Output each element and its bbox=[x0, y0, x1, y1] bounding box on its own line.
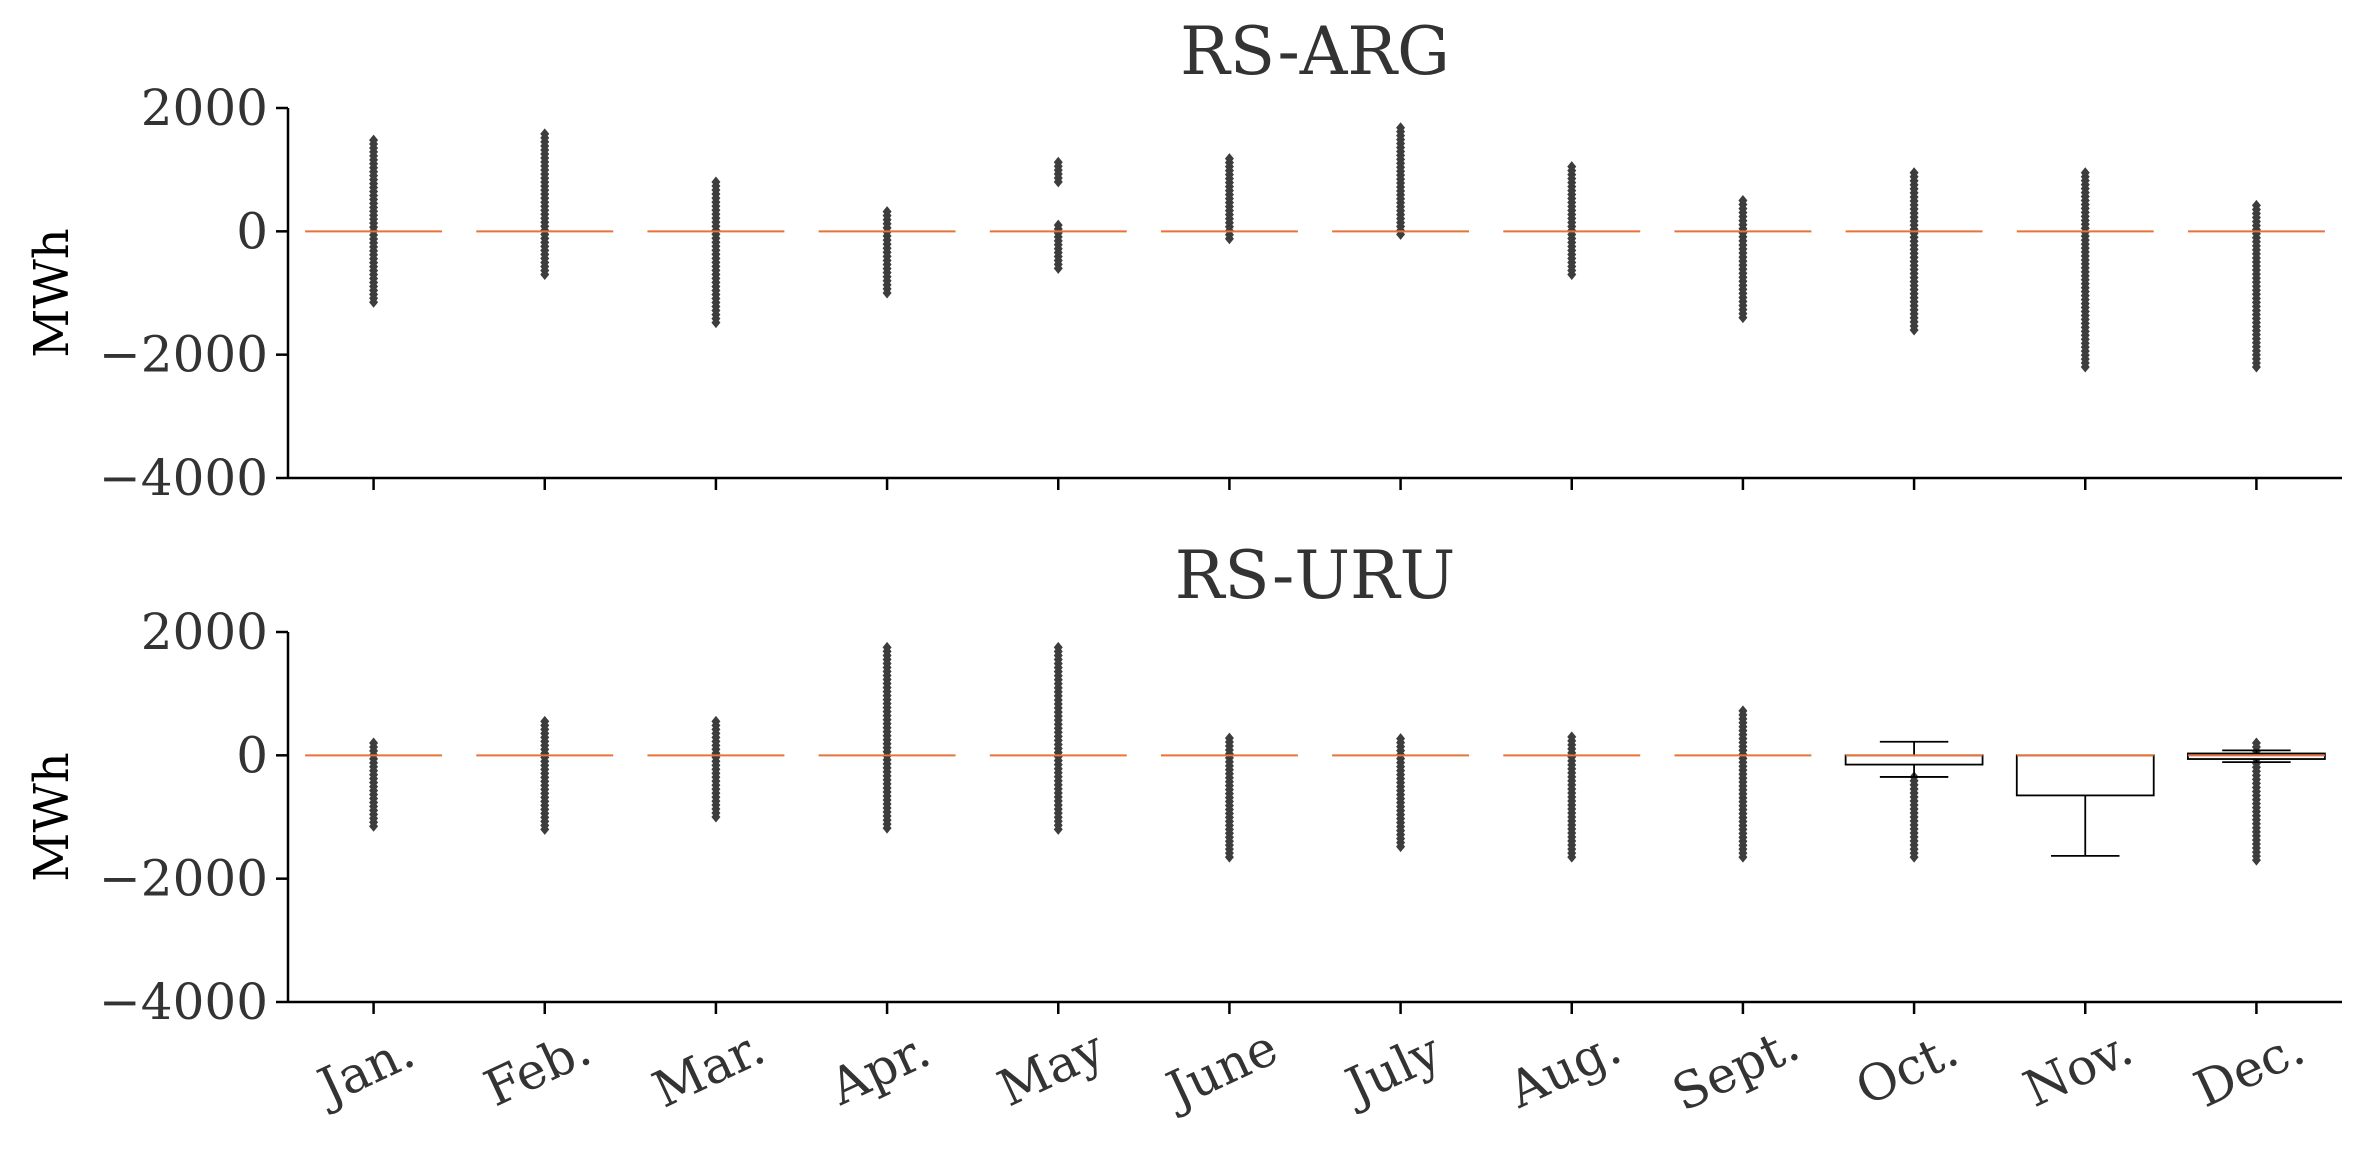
box-nov bbox=[2015, 754, 2155, 857]
y-tick-label: 0 bbox=[236, 726, 268, 784]
y-axis-label: MWh bbox=[24, 228, 80, 357]
box-feb bbox=[476, 128, 614, 280]
box-dec bbox=[2187, 737, 2326, 866]
x-tick-label: Jan. bbox=[305, 1022, 423, 1118]
box-aug bbox=[1503, 161, 1641, 280]
box-dec bbox=[2187, 199, 2325, 373]
box-may bbox=[989, 641, 1127, 835]
y-tick-label: 0 bbox=[236, 202, 268, 260]
x-tick-label: Feb. bbox=[476, 1019, 600, 1118]
box-oct bbox=[1845, 167, 1983, 336]
flier-point bbox=[2080, 361, 2090, 373]
box-mar bbox=[647, 715, 785, 823]
box-jan bbox=[305, 134, 443, 308]
chart-title: RS-URU bbox=[1175, 537, 1456, 614]
y-tick-label: 2000 bbox=[141, 603, 268, 661]
box-sept bbox=[1674, 705, 1812, 863]
x-tick-label: June bbox=[1154, 1018, 1286, 1121]
flier-point bbox=[1738, 312, 1748, 324]
x-tick-label: Oct. bbox=[1847, 1020, 1967, 1117]
flier-point bbox=[540, 823, 550, 835]
flier-point bbox=[369, 820, 379, 832]
panel-rs-uru: RS-URU MWh 2000 0 −2000 −4000 Jan. Feb. Mar. Apr.… bbox=[24, 537, 2342, 1123]
flier-point bbox=[711, 811, 721, 823]
box-aug bbox=[1503, 731, 1641, 863]
x-tick-label: Aug. bbox=[1499, 1018, 1630, 1120]
flier-point bbox=[882, 287, 892, 299]
x-tick-label: Sept. bbox=[1664, 1014, 1808, 1122]
box-june bbox=[1160, 153, 1298, 245]
x-tick-label: Dec. bbox=[2186, 1018, 2313, 1119]
box-july bbox=[1332, 733, 1470, 853]
x-tick-label: July bbox=[1333, 1022, 1450, 1118]
flier-point bbox=[1396, 841, 1406, 853]
y-axis-label: MWh bbox=[24, 752, 80, 881]
chart-title: RS-ARG bbox=[1180, 13, 1450, 90]
flier-point bbox=[2251, 361, 2261, 373]
y-tick-label: −4000 bbox=[99, 973, 268, 1031]
flier-point bbox=[1224, 233, 1234, 245]
box-nov bbox=[2016, 167, 2154, 373]
flier-point bbox=[1053, 823, 1063, 835]
box-apr bbox=[818, 206, 956, 299]
box-sept bbox=[1674, 195, 1812, 324]
x-tick-label: Nov. bbox=[2015, 1019, 2141, 1119]
box-apr bbox=[818, 641, 956, 834]
flier-point bbox=[1909, 324, 1919, 336]
y-tick-label: −4000 bbox=[99, 449, 268, 507]
flier-point bbox=[1567, 269, 1577, 280]
flier-point bbox=[1053, 176, 1063, 188]
flier-point bbox=[369, 296, 379, 308]
box-june bbox=[1160, 732, 1298, 863]
panel-rs-arg: RS-ARG MWh 2000 0 −2000 −4000 bbox=[24, 13, 2342, 507]
box-oct bbox=[1844, 740, 1984, 863]
y-tick-label: −2000 bbox=[99, 326, 268, 384]
flier-point bbox=[1909, 851, 1919, 863]
box-feb bbox=[476, 715, 614, 835]
y-tick-label: −2000 bbox=[99, 850, 268, 908]
box-body bbox=[2015, 754, 2155, 797]
box-july bbox=[1332, 122, 1470, 240]
box-may bbox=[989, 156, 1127, 274]
x-tick-label: Mar. bbox=[644, 1018, 773, 1119]
y-tick-label: 2000 bbox=[141, 79, 268, 137]
box-jan bbox=[305, 737, 443, 832]
flier-point bbox=[882, 822, 892, 834]
box-mar bbox=[647, 176, 785, 329]
flier-point bbox=[2251, 854, 2261, 866]
x-tick-label: May bbox=[989, 1019, 1113, 1118]
flier-point bbox=[1738, 851, 1748, 863]
box-body bbox=[1844, 754, 1984, 766]
flier-point bbox=[1567, 851, 1577, 863]
flier-point bbox=[540, 269, 550, 280]
x-tick-label: Apr. bbox=[820, 1021, 938, 1117]
flier-point bbox=[1224, 851, 1234, 863]
flier-point bbox=[711, 317, 721, 329]
flier-point bbox=[1053, 262, 1063, 274]
